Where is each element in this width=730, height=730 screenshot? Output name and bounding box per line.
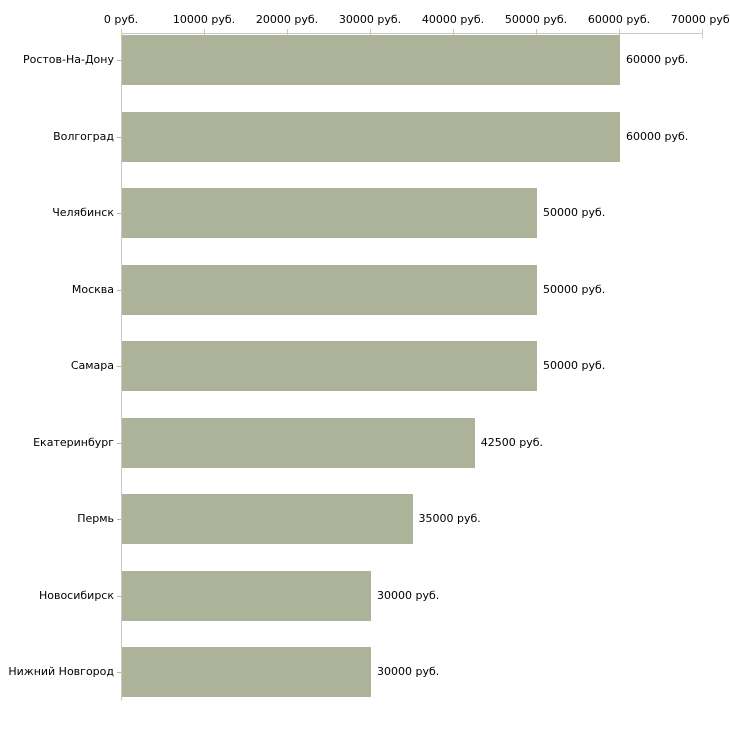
value-label: 30000 руб. — [377, 588, 440, 602]
bar-2 — [122, 111, 620, 162]
x-axis-tick-mark — [286, 29, 288, 38]
bar-3 — [122, 188, 537, 238]
bar-4 — [122, 264, 537, 315]
category-tick-mark — [117, 519, 121, 520]
category-label: Ростов-На-Дону — [22, 53, 114, 66]
value-label: 60000 руб. — [626, 129, 689, 143]
x-axis-tick-mark — [369, 29, 371, 38]
category-tick-mark — [117, 442, 121, 444]
value-label: 35000 руб. — [418, 512, 481, 525]
x-axis-tick-mark — [535, 29, 537, 38]
category-tick-mark — [117, 289, 121, 291]
value-label: 50000 руб. — [543, 206, 606, 219]
bar-7 — [122, 494, 413, 544]
bar-6 — [122, 417, 475, 468]
bar-9 — [122, 647, 371, 697]
category-tick-mark — [117, 60, 121, 61]
value-label: 60000 руб. — [626, 53, 689, 66]
category-tick-mark — [117, 672, 121, 673]
x-axis-line — [121, 33, 703, 34]
x-axis-tick-label: 50000 руб. — [504, 13, 568, 26]
x-axis-tick-label: 20000 руб. — [255, 13, 319, 26]
y-axis-line — [121, 33, 122, 701]
value-label: 42500 руб. — [480, 435, 544, 449]
category-label: Челябинск — [52, 206, 114, 219]
category-tick-mark — [117, 595, 121, 597]
x-axis-tick-label: 40000 руб. — [421, 13, 485, 26]
x-axis-tick-mark — [701, 29, 703, 38]
category-tick-mark — [117, 213, 121, 214]
category-label: Нижний Новгород — [8, 665, 114, 678]
bar-1 — [122, 35, 620, 85]
category-label: Новосибирск — [38, 588, 114, 602]
x-axis-tick-label: 70000 руб. — [670, 13, 730, 26]
bar-8 — [122, 570, 371, 621]
category-label: Волгоград — [53, 129, 114, 143]
x-axis-tick-mark — [618, 29, 620, 38]
x-axis-tick-mark — [452, 29, 454, 38]
category-label: Пермь — [77, 512, 114, 525]
x-axis-tick-label: 10000 руб. — [172, 13, 236, 26]
x-axis-tick-label: 30000 руб. — [338, 13, 402, 26]
value-label: 50000 руб. — [543, 359, 606, 372]
value-label: 50000 руб. — [543, 282, 606, 296]
x-axis-tick-mark — [203, 29, 205, 38]
x-axis-tick-mark — [120, 29, 122, 38]
category-tick-mark — [117, 136, 121, 138]
category-label: Екатеринбург — [33, 435, 114, 449]
category-tick-mark — [117, 366, 121, 367]
category-label: Москва — [71, 282, 114, 296]
value-label: 30000 руб. — [377, 665, 440, 678]
x-axis-tick-label: 0 руб. — [103, 13, 139, 26]
category-label: Самара — [70, 359, 114, 372]
x-axis-tick-label: 60000 руб. — [587, 13, 651, 26]
bar-5 — [122, 341, 537, 391]
